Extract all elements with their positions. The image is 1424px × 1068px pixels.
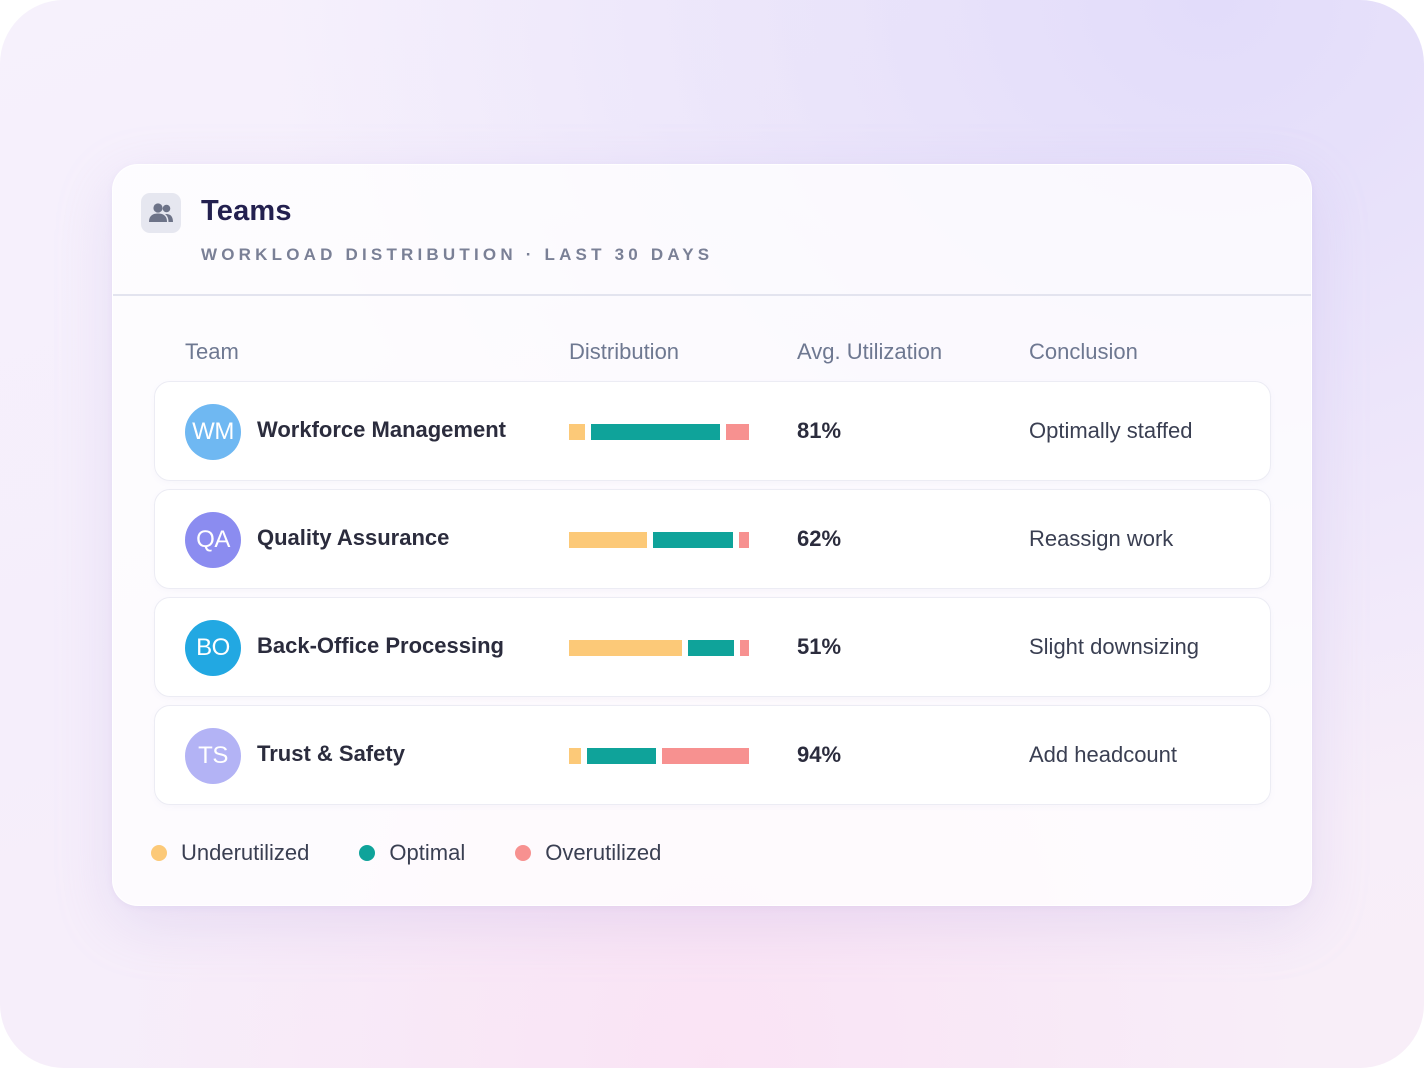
segment-optimal: [653, 532, 733, 548]
avg-utilization: 81%: [797, 418, 842, 443]
team-row-quality-assurance[interactable]: QA Quality Assurance 62% Reassign work: [154, 489, 1271, 589]
team-row-workforce-management[interactable]: WM Workforce Management 81% Optimally st…: [154, 381, 1271, 481]
overutilized-dot-icon: [515, 845, 532, 861]
segment-optimal: [590, 424, 721, 440]
avatar: WM: [185, 404, 241, 460]
segment-optimal: [587, 748, 656, 764]
avatar: TS: [185, 728, 241, 784]
conclusion: Optimally staffed: [1029, 418, 1193, 443]
conclusion: Slight downsizing: [1029, 634, 1199, 659]
legend-label: Underutilized: [181, 840, 310, 865]
column-header-team[interactable]: Team: [185, 339, 239, 364]
users-icon: [141, 193, 181, 233]
segment-overutilized: [740, 640, 749, 656]
avatar: BO: [185, 620, 241, 676]
segment-overutilized: [662, 748, 749, 764]
segment-overutilized: [726, 424, 749, 440]
legend-label: Overutilized: [545, 840, 662, 865]
page-title: Teams: [201, 195, 292, 227]
conclusion: Reassign work: [1029, 526, 1174, 551]
segment-optimal: [688, 640, 734, 656]
conclusion: Add headcount: [1029, 742, 1178, 767]
legend-item-underutilized: Underutilized: [151, 840, 309, 866]
optimal-dot-icon: [359, 845, 376, 861]
team-name: Back-Office Processing: [257, 633, 504, 658]
distribution-bar: [569, 640, 749, 656]
avg-utilization: 62%: [797, 526, 842, 551]
team-name: Workforce Management: [257, 417, 506, 442]
legend-label: Optimal: [389, 840, 466, 865]
team-row-trust-and-safety[interactable]: TS Trust & Safety 94% Add headcount: [154, 705, 1271, 805]
team-row-back-office-processing[interactable]: BO Back-Office Processing 51% Slight dow…: [154, 597, 1271, 697]
segment-underutilized: [569, 532, 647, 548]
distribution-bar: [569, 532, 749, 548]
underutilized-dot-icon: [151, 845, 167, 861]
segment-overutilized: [739, 532, 749, 548]
card-header: Teams WORKLOAD DISTRIBUTION · LAST 30 DA…: [113, 165, 1311, 296]
segment-underutilized: [569, 748, 581, 764]
segment-underutilized: [569, 424, 585, 440]
segment-underutilized: [569, 640, 682, 656]
column-header-distribution[interactable]: Distribution: [569, 339, 680, 364]
avatar: QA: [185, 512, 241, 568]
avg-utilization: 94%: [797, 742, 842, 767]
legend-item-overutilized: Overutilized: [515, 840, 661, 866]
legend-item-optimal: Optimal: [359, 840, 465, 866]
team-name: Trust & Safety: [257, 741, 405, 766]
distribution-bar: [569, 748, 749, 764]
team-name: Quality Assurance: [257, 525, 450, 550]
page-subtitle: WORKLOAD DISTRIBUTION · LAST 30 DAYS: [201, 245, 714, 264]
column-header-conclusion[interactable]: Conclusion: [1029, 339, 1138, 364]
legend: Underutilized Optimal Overutilized: [151, 840, 711, 866]
distribution-bar: [569, 424, 749, 440]
teams-card: Teams WORKLOAD DISTRIBUTION · LAST 30 DA…: [112, 164, 1312, 906]
column-header-utilization[interactable]: Avg. Utilization: [797, 339, 943, 364]
avg-utilization: 51%: [797, 634, 842, 659]
